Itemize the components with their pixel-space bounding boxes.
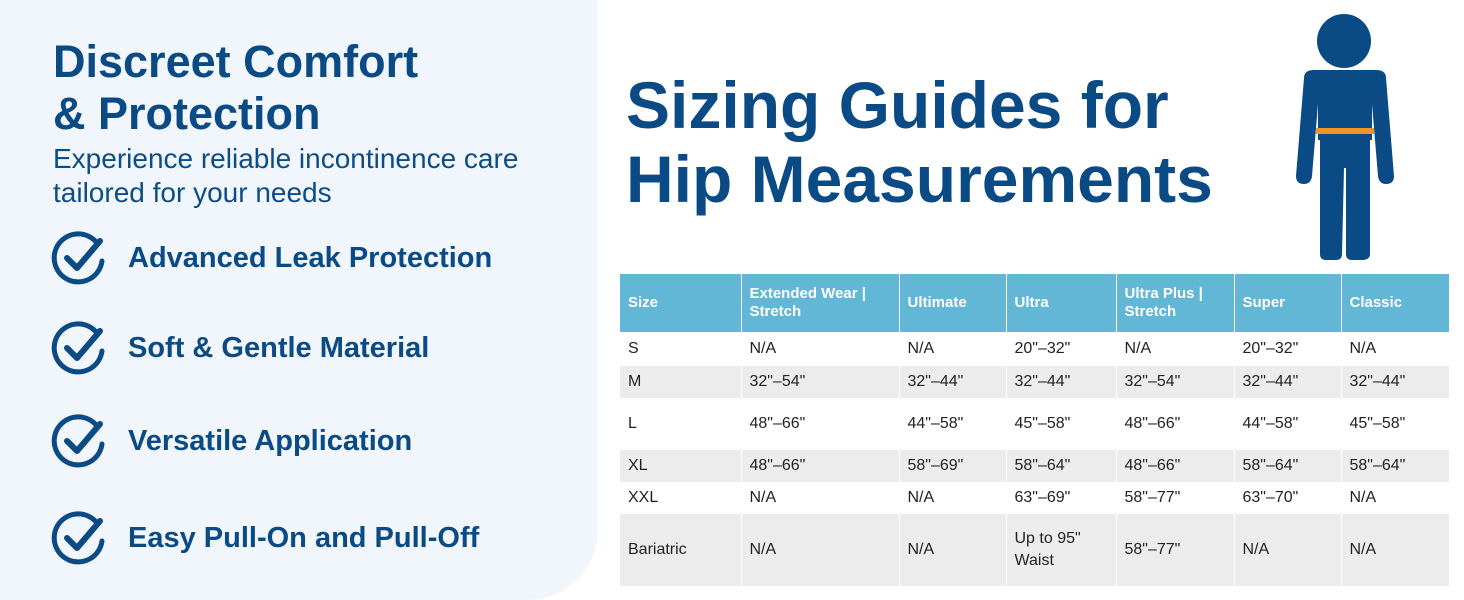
table-row: XXL N/A N/A 63"–69" 58"–77" 63"–70" N/A [620, 482, 1449, 514]
feature-advanced-leak-protection: Advanced Leak Protection [50, 228, 492, 288]
left-panel: Discreet Comfort & Protection Experience… [0, 0, 598, 600]
table-row: M 32"–54" 32"–44" 32"–44" 32"–54" 32"–44… [620, 366, 1449, 398]
table-cell: N/A [899, 332, 1007, 366]
table-row: L 48"–66" 44"–58" 45"–58" 48"–66" 44"–58… [620, 398, 1449, 450]
table-cell: N/A [899, 482, 1007, 514]
table-cell: XL [620, 450, 742, 482]
headline: Discreet Comfort & Protection [53, 36, 573, 140]
table-cell: 63"–70" [1234, 482, 1342, 514]
sizing-title: Sizing Guides for Hip Measurements [626, 68, 1286, 216]
table-cell: N/A [1116, 332, 1235, 366]
feature-label: Soft & Gentle Material [128, 331, 430, 364]
table-cell: Bariatric [620, 514, 742, 586]
table-cell: S [620, 332, 742, 366]
table-cell: 32"–44" [1006, 366, 1117, 398]
table-cell: 45"–58" [1349, 415, 1406, 432]
table-cell: N/A [741, 514, 900, 586]
table-cell: 58"–64" [1341, 450, 1449, 482]
table-cell: N/A [1234, 514, 1342, 586]
table-row: XL 48"–66" 58"–69" 58"–64" 48"–66" 58"–6… [620, 450, 1449, 482]
column-header-super: Super [1234, 274, 1342, 332]
feature-easy-pull-on: Easy Pull-On and Pull-Off [50, 508, 479, 568]
column-header-extended-wear: Extended Wear | Stretch [741, 274, 900, 332]
sizing-title-line-2: Hip Measurements [626, 142, 1213, 216]
table-cell: 58"–64" [1234, 450, 1342, 482]
table-cell: 44"–58" [899, 398, 1007, 450]
table-cell: M [620, 366, 742, 398]
feature-label: Easy Pull-On and Pull-Off [128, 521, 480, 554]
table-cell: N/A [899, 514, 1007, 586]
sizing-title-line-1: Sizing Guides for [626, 68, 1169, 142]
table-row: S N/A N/A 20"–32" N/A 20"–32" N/A [620, 332, 1449, 366]
column-header-ultra: Ultra [1006, 274, 1117, 332]
table-cell: 48"–66" [741, 450, 900, 482]
table-cell: N/A [741, 482, 900, 514]
headline-line-2: & Protection [53, 88, 321, 139]
table-cell: 63"–69" [1006, 482, 1117, 514]
table-cell: Up to 95" Waist [1006, 514, 1117, 586]
table-cell: 48"–66" [1116, 450, 1235, 482]
table-cell: 58"–77" [1116, 482, 1235, 514]
table-cell: 32"–54" [741, 366, 900, 398]
table-cell: 20"–32" [1006, 332, 1117, 366]
feature-soft-gentle-material: Soft & Gentle Material [50, 318, 429, 378]
table-cell: N/A [741, 332, 900, 366]
feature-label: Advanced Leak Protection [128, 241, 493, 274]
table-cell: 32"–44" [1341, 366, 1449, 398]
table-cell: 32"–44" [899, 366, 1007, 398]
table-cell: XXL [620, 482, 742, 514]
check-circle-icon [51, 414, 105, 468]
table-cell: 58"–69" [899, 450, 1007, 482]
column-header-size: Size [620, 274, 742, 332]
column-header-ultimate: Ultimate [899, 274, 1007, 332]
table-cell: 48"–66" [741, 398, 900, 450]
subheadline: Experience reliable incontinence care ta… [53, 142, 593, 210]
feature-label: Versatile Application [128, 424, 413, 457]
table-cell: 20"–32" [1234, 332, 1342, 366]
table-cell: 32"–44" [1234, 366, 1342, 398]
table-cell: 32"–54" [1116, 366, 1235, 398]
table-cell: 48"–66" [1116, 398, 1235, 450]
table-header-row: Size Extended Wear | Stretch Ultimate Ul… [620, 274, 1449, 332]
check-circle-icon [51, 231, 105, 285]
column-header-ultra-plus: Ultra Plus | Stretch [1116, 274, 1235, 332]
headline-line-1: Discreet Comfort [53, 36, 419, 87]
table-cell: 58"–77" [1116, 514, 1235, 586]
subheadline-line-1: Experience reliable incontinence care [53, 143, 519, 174]
check-circle-icon [51, 321, 105, 375]
table-cell: 44"–58" [1234, 398, 1342, 450]
check-circle-icon [51, 511, 105, 565]
table-cell: N/A [1349, 340, 1377, 357]
table-cell: 58"–64" [1006, 450, 1117, 482]
sizing-table: Size Extended Wear | Stretch Ultimate Ul… [620, 274, 1449, 586]
person-hip-measure-icon [1296, 14, 1394, 260]
table-cell: N/A [1341, 514, 1449, 586]
feature-versatile-application: Versatile Application [50, 411, 412, 471]
column-header-classic: Classic [1341, 274, 1449, 332]
table-cell: N/A [1349, 489, 1377, 506]
subheadline-line-2: tailored for your needs [53, 177, 332, 208]
table-cell: L [620, 398, 742, 450]
table-row: Bariatric N/A N/A Up to 95" Waist 58"–77… [620, 514, 1449, 586]
table-cell: 45"–58" [1006, 398, 1117, 450]
